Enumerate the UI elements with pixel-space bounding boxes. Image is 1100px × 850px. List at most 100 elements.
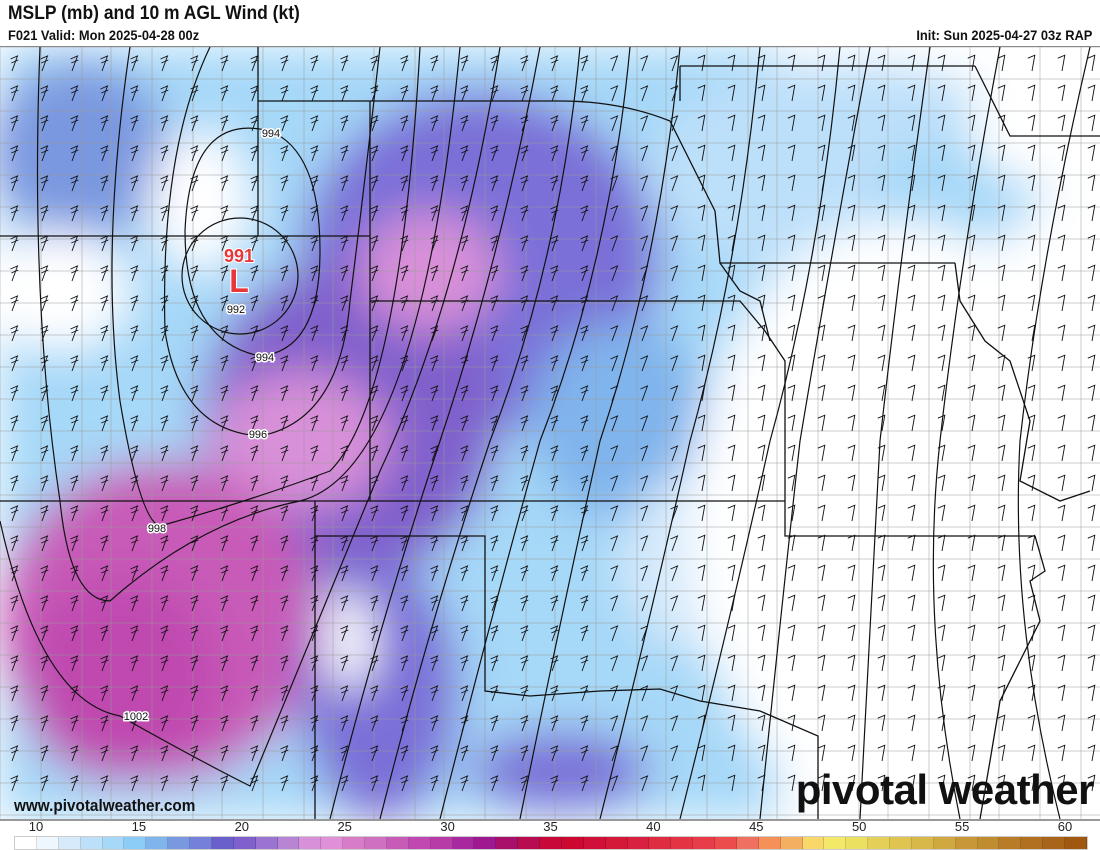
wind-barb <box>10 145 19 162</box>
wind-barb <box>220 475 229 492</box>
wind-barb <box>280 565 289 582</box>
wind-barb <box>787 594 796 612</box>
wind-barb <box>40 145 49 162</box>
colorbar-tick-label: 45 <box>749 819 764 834</box>
wind-barb <box>280 655 289 672</box>
wind-barb <box>340 535 349 552</box>
wind-barb <box>340 295 349 312</box>
wind-speed-colorbar <box>14 836 1088 850</box>
wind-barb <box>727 564 736 582</box>
wind-barb <box>1027 234 1036 252</box>
wind-barb <box>937 624 946 642</box>
website-watermark: www.pivotalweather.com <box>14 796 196 815</box>
wind-barb <box>907 714 916 732</box>
wind-barb <box>967 264 976 282</box>
wind-barb <box>877 714 886 732</box>
wind-barb <box>787 234 796 252</box>
wind-barb <box>610 55 619 72</box>
wind-barb <box>640 685 649 702</box>
wind-barb <box>160 625 169 642</box>
wind-barb <box>697 654 706 672</box>
weather-map[interactable]: 994 992 994 996 998 1002 991 L <box>0 46 1100 821</box>
wind-barb <box>460 475 469 492</box>
wind-barb <box>580 715 589 732</box>
wind-barb <box>817 54 826 72</box>
wind-barb <box>130 295 139 312</box>
wind-barb <box>727 624 736 642</box>
wind-barb <box>997 264 1006 282</box>
wind-barb <box>190 475 199 492</box>
wind-barb <box>907 54 916 72</box>
colorbar-tick-label: 55 <box>954 819 970 834</box>
wind-barb <box>430 235 439 252</box>
wind-barb <box>787 744 796 762</box>
wind-barb <box>250 205 259 222</box>
wind-barb <box>1087 504 1096 522</box>
colorbar-tick-label: 35 <box>543 819 558 834</box>
colorbar-swatch <box>627 837 650 849</box>
wind-barb <box>370 265 379 282</box>
wind-barb <box>967 324 976 342</box>
wind-barb <box>1027 624 1036 642</box>
wind-barb <box>1027 774 1036 792</box>
wind-barb <box>697 474 706 492</box>
wind-barb <box>877 84 886 102</box>
wind-barb <box>100 655 109 672</box>
wind-barb <box>460 325 469 342</box>
wind-barb <box>280 385 289 402</box>
wind-barb <box>1027 384 1036 402</box>
wind-barb <box>430 175 439 192</box>
wind-barb <box>310 685 319 702</box>
colorbar-tick-label: 40 <box>646 819 661 834</box>
wind-barb <box>10 685 19 702</box>
wind-barb <box>757 144 766 162</box>
wind-barb <box>130 595 139 612</box>
wind-barb <box>460 565 469 582</box>
wind-barb <box>1057 264 1066 282</box>
wind-barb <box>310 265 319 282</box>
colorbar-tick-label: 10 <box>28 819 44 834</box>
wind-barb <box>817 594 826 612</box>
wind-barb <box>817 354 826 372</box>
wind-barb <box>160 715 169 732</box>
wind-barb <box>430 535 439 552</box>
wind-barb <box>670 175 679 192</box>
wind-barb <box>400 145 409 162</box>
wind-barb <box>1087 114 1096 132</box>
wind-barb <box>1057 204 1066 222</box>
wind-barb <box>967 54 976 72</box>
wind-barb <box>907 294 916 312</box>
wind-barb <box>10 325 19 342</box>
wind-barb <box>460 415 469 432</box>
wind-barb <box>937 534 946 552</box>
wind-barb <box>190 715 199 732</box>
wind-barb <box>100 535 109 552</box>
wind-barb <box>550 385 559 402</box>
colorbar-swatch <box>430 837 453 849</box>
pivotal-weather-logo: pivotal weather <box>795 766 1095 813</box>
wind-barb <box>1057 84 1066 102</box>
colorbar-swatch <box>255 837 278 849</box>
wind-barb <box>847 354 856 372</box>
wind-barb <box>130 85 139 102</box>
wind-barb <box>70 625 79 642</box>
wind-barb <box>727 474 736 492</box>
wind-barb <box>70 595 79 612</box>
wind-barb <box>580 535 589 552</box>
isobar-label: 996 <box>249 429 267 441</box>
wind-barb <box>520 715 529 732</box>
wind-barb <box>907 354 916 372</box>
wind-barb <box>430 745 439 762</box>
wind-barb <box>70 175 79 192</box>
wind-barb <box>697 534 706 552</box>
wind-barb <box>787 564 796 582</box>
wind-barb <box>817 384 826 402</box>
wind-barb <box>1087 684 1096 702</box>
wind-barb <box>400 355 409 372</box>
wind-barb <box>130 355 139 372</box>
wind-barb <box>10 415 19 432</box>
wind-barb <box>967 534 976 552</box>
wind-barb <box>1027 444 1036 462</box>
wind-barb <box>757 534 766 552</box>
wind-barb <box>520 775 529 792</box>
